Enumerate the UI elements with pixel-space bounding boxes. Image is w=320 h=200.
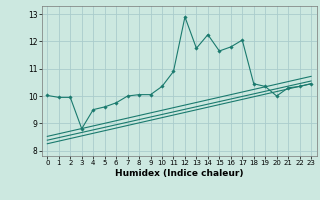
X-axis label: Humidex (Indice chaleur): Humidex (Indice chaleur): [115, 169, 244, 178]
